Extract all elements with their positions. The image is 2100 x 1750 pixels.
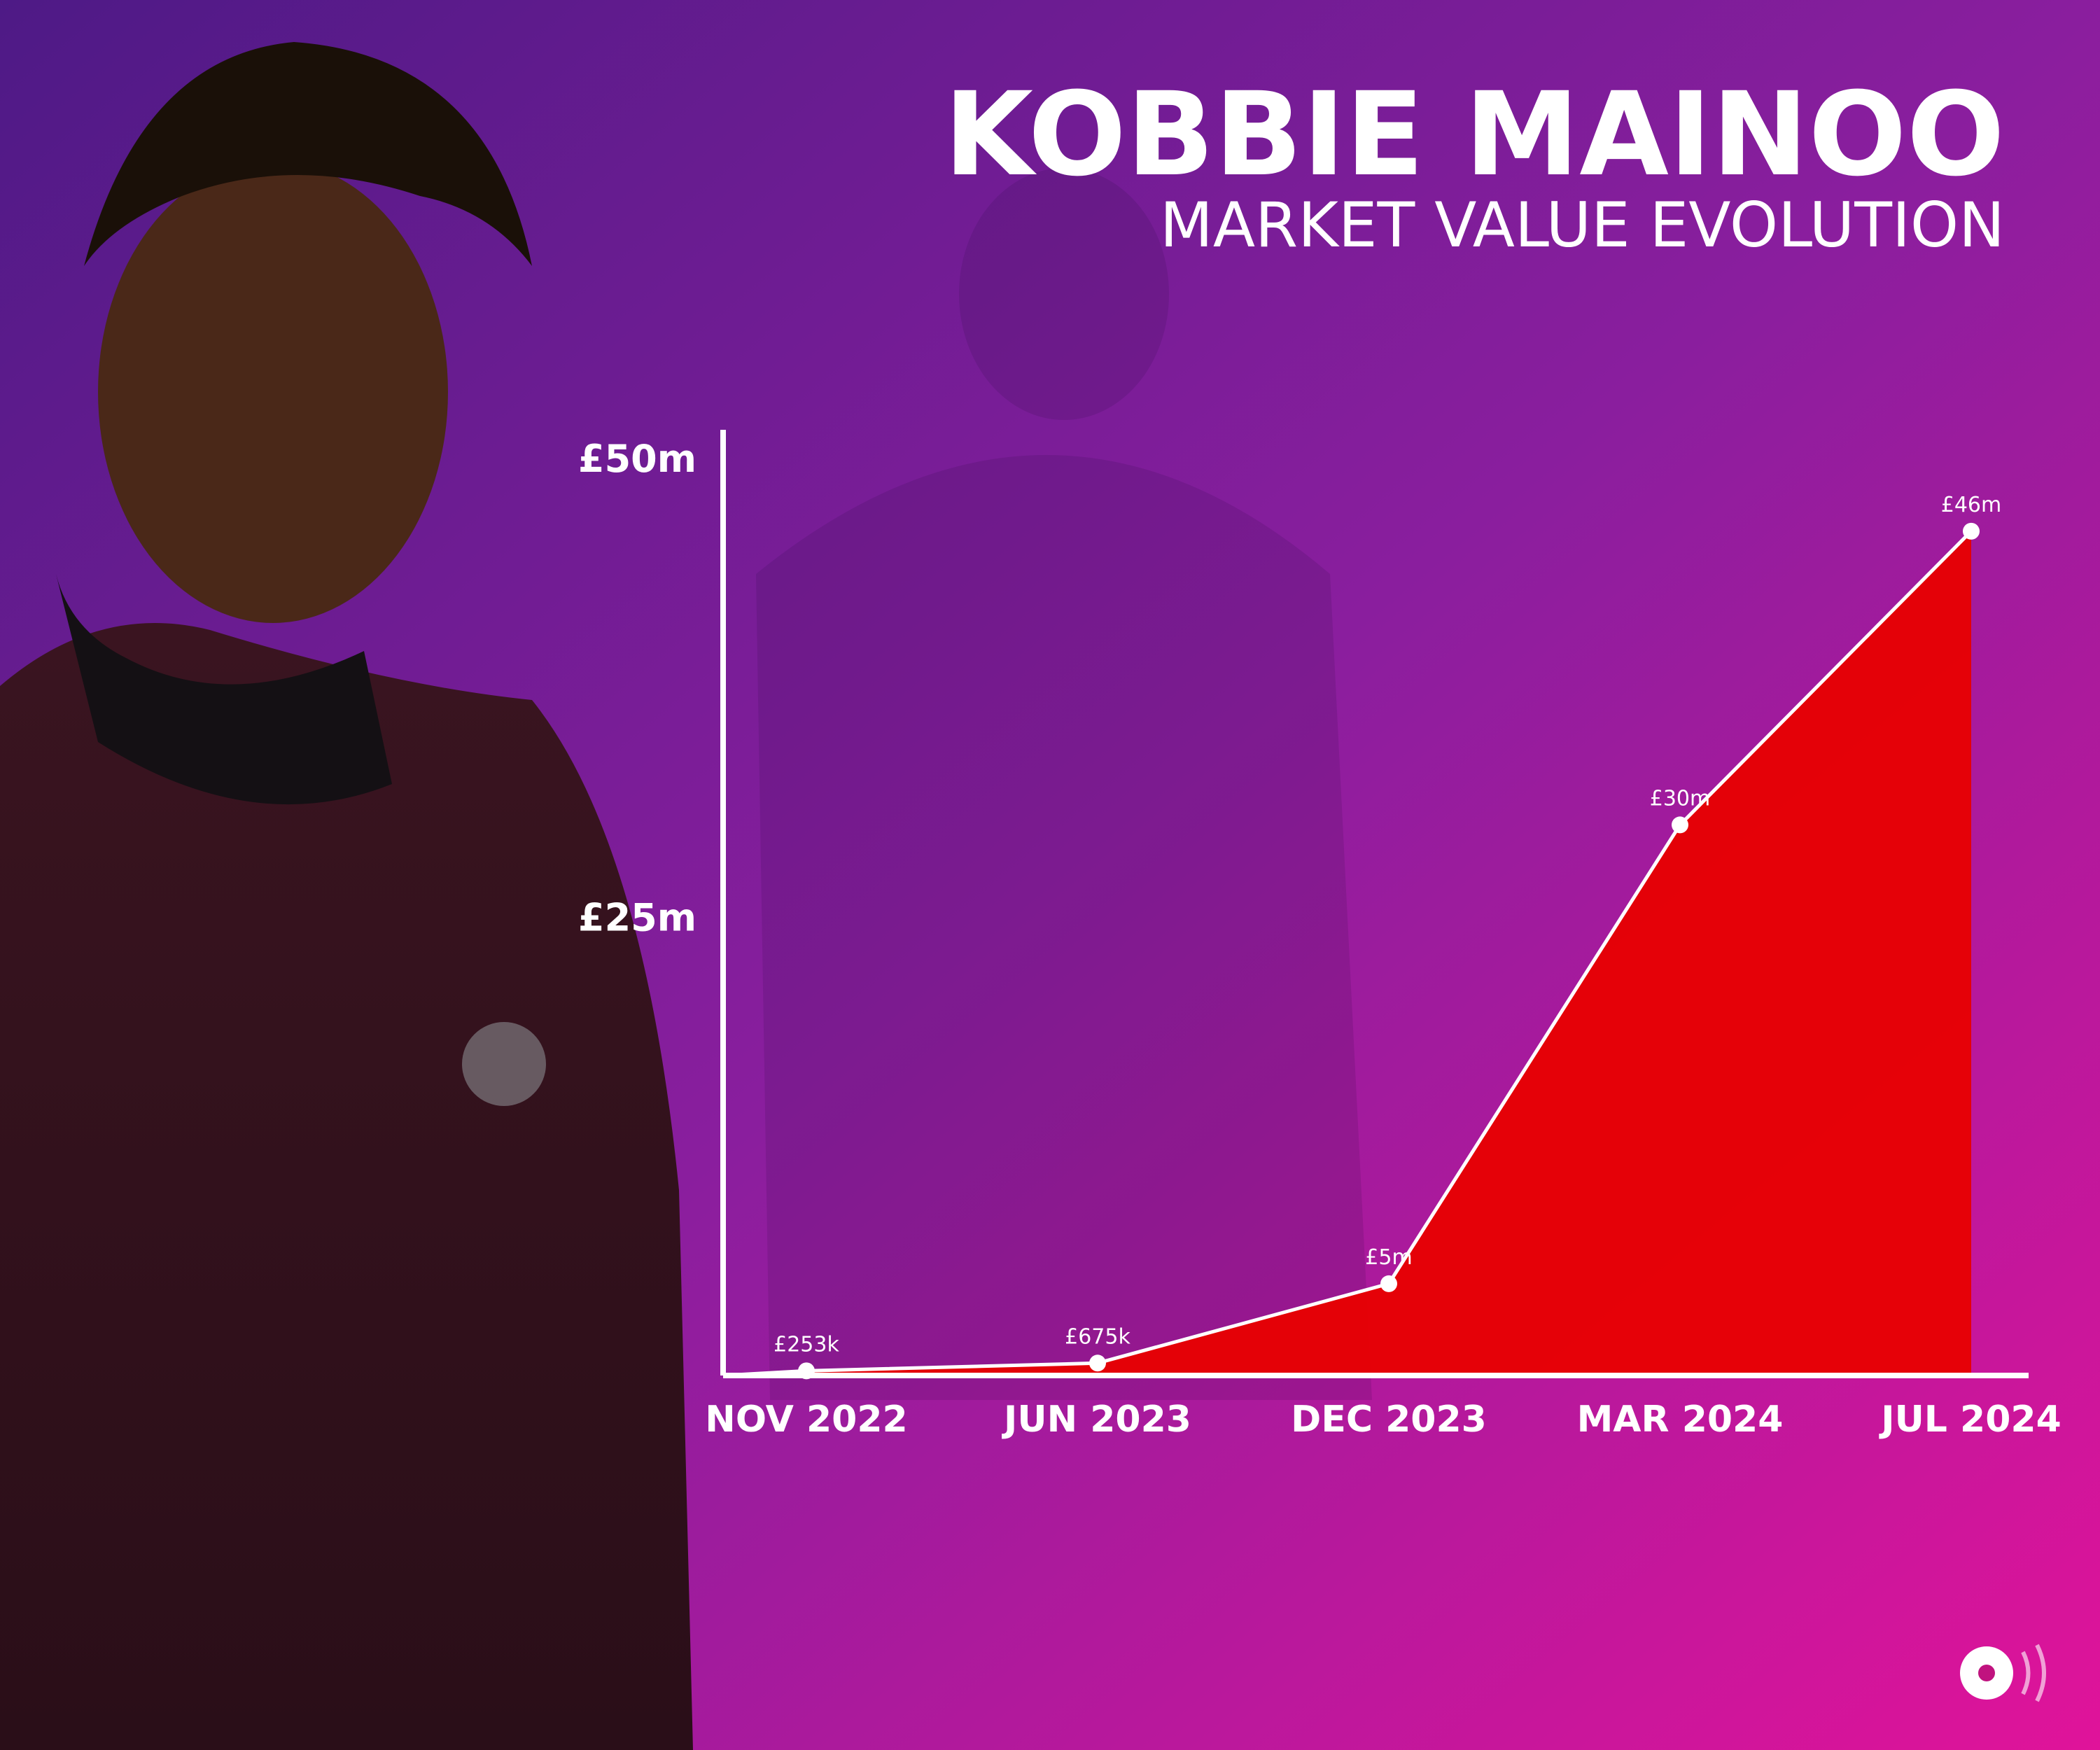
x-tick-label: DEC 2023 [1291,1399,1487,1441]
value-label: £46m [1941,493,2001,517]
player-figure [0,42,693,1750]
value-label: £5m [1365,1245,1412,1270]
value-label: £253k [774,1332,839,1357]
x-tick-label: NOV 2022 [705,1399,907,1441]
area [723,531,1971,1376]
x-tick-label: JUN 2023 [1002,1399,1191,1441]
logo [1960,1644,2046,1702]
point [1963,522,1980,540]
y-tick-label: £50m [578,437,696,481]
point [1089,1354,1106,1372]
x-tick-label: MAR 2024 [1577,1399,1784,1441]
background-figure [756,168,1372,1400]
value-label: £30m [1650,786,1710,811]
point [1672,816,1688,834]
point [1380,1275,1397,1292]
point [798,1362,815,1380]
y-tick-label: £25m [578,896,696,940]
chart-subtitle: MARKET VALUE EVOLUTION [1160,189,2005,261]
chart-title: KOBBIE MAINOO [944,67,2005,202]
value-label: £675k [1065,1324,1130,1349]
x-tick-label: JUL 2024 [1879,1399,2062,1441]
